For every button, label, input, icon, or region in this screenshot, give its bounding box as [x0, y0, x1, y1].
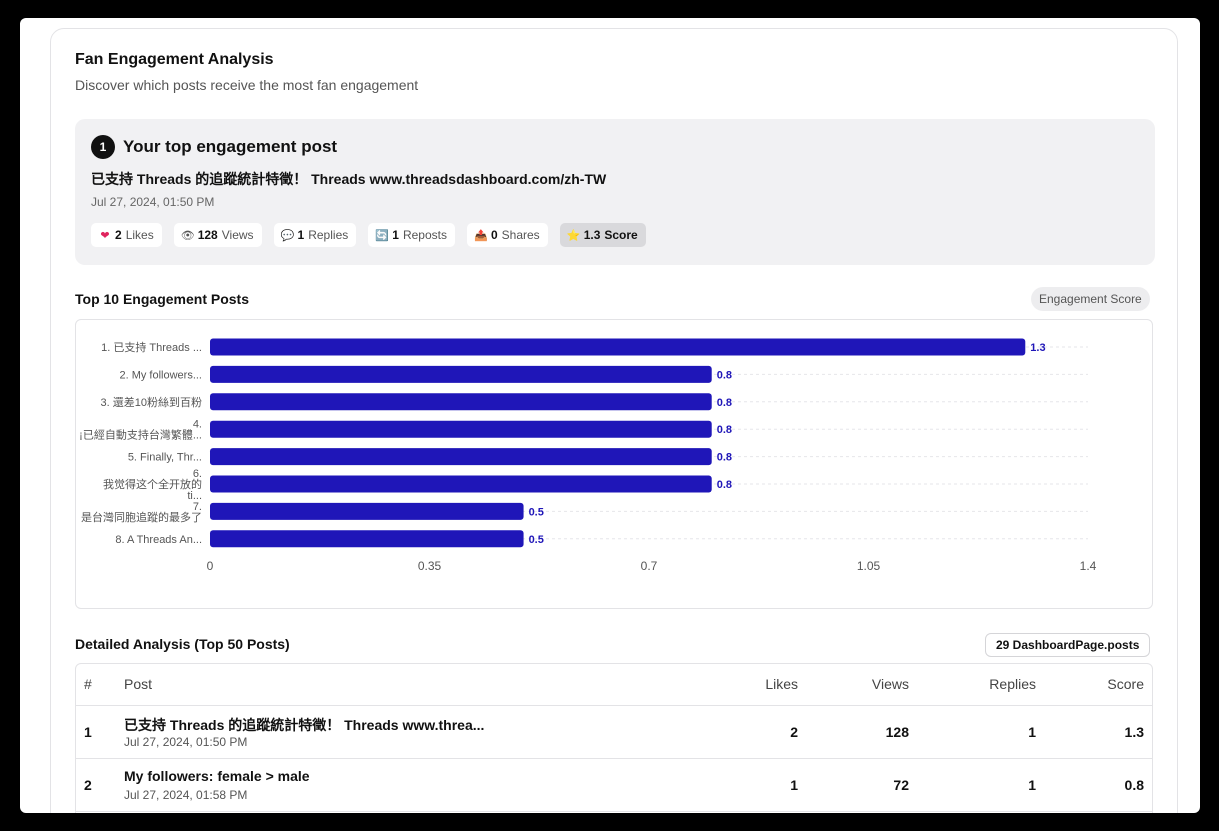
row-post[interactable]: 已支持 Threads 的追蹤統計特徵！ Threads www.threa..… — [124, 717, 485, 733]
bar-value-label: 0.8 — [717, 479, 732, 491]
card-subtitle: Discover which posts receive the most fa… — [75, 77, 419, 93]
category-label: ti... — [187, 490, 202, 502]
views-chip: 👁 128 Views — [173, 223, 262, 247]
heart-icon: ❤ — [100, 229, 110, 242]
row-date: Jul 27, 2024, 01:58 PM — [124, 788, 248, 802]
row-replies: 1 — [1028, 724, 1036, 740]
shares-value: 0 — [490, 228, 498, 242]
chart-bar[interactable] — [210, 448, 712, 466]
score-chip: ⭐ 1.3 Score — [559, 223, 646, 247]
col-rank: # — [84, 676, 92, 692]
posts-count-pill: 29 DashboardPage.posts — [985, 633, 1151, 657]
row-replies: 1 — [1028, 777, 1036, 793]
x-tick-label: 1.4 — [1080, 559, 1097, 573]
bar-value-label: 0.8 — [717, 369, 732, 381]
card-title: Fan Engagement Analysis — [75, 51, 274, 68]
engagement-score-pill[interactable]: Engagement Score — [1031, 287, 1150, 311]
row-score: 0.8 — [1124, 777, 1144, 793]
chart-bar[interactable] — [210, 530, 524, 548]
row-rank: 1 — [84, 724, 92, 740]
share-icon: 📤 — [474, 229, 488, 242]
category-label: 3. 還差10粉絲到百粉 — [101, 395, 202, 409]
views-label: Views — [221, 228, 254, 242]
col-score[interactable]: Score — [1107, 676, 1144, 692]
shares-label: Shares — [501, 228, 540, 242]
category-label: 我觉得这个全开放的 — [103, 477, 202, 491]
analysis-table: # Post Likes Views Replies Score 1 已支持 T… — [75, 663, 1153, 813]
category-label: ¡已經自動支持台灣繁體... — [79, 428, 202, 442]
table-row[interactable]: 2 My followers: female > male Jul 27, 20… — [76, 759, 1152, 812]
row-views: 128 — [885, 724, 909, 740]
likes-value: 2 — [115, 228, 122, 242]
category-label: 6. — [193, 468, 202, 480]
shares-chip: 📤 0 Shares — [466, 223, 548, 247]
star-icon: ⭐ — [566, 229, 581, 242]
eye-icon: 👁 — [180, 229, 195, 242]
bar-value-label: 0.8 — [717, 424, 732, 436]
col-post: Post — [124, 676, 153, 692]
chart-svg: 1.3 1. 已支持 Threads ... 0.8 2. My followers.… — [79, 338, 1097, 573]
col-likes[interactable]: Likes — [765, 676, 798, 692]
category-label: 是台灣同胞追蹤的最多了 — [81, 510, 202, 524]
views-value: 128 — [197, 228, 218, 242]
chart-bar[interactable] — [210, 338, 1026, 356]
chart-bar[interactable] — [210, 420, 712, 438]
likes-label: Likes — [125, 228, 154, 242]
top-post-heading: Your top engagement post — [123, 137, 338, 156]
row-likes: 2 — [790, 724, 798, 740]
reposts-label: Reposts — [402, 228, 447, 242]
engagement-bar-chart: 1.3 1. 已支持 Threads ... 0.8 2. My followers.… — [75, 319, 1153, 609]
row-score: 1.3 — [1124, 724, 1144, 740]
replies-value: 1 — [297, 228, 305, 242]
col-views[interactable]: Views — [871, 676, 909, 692]
row-date: Jul 27, 2024, 01:50 PM — [124, 735, 248, 749]
bar-value-label: 0.8 — [717, 452, 732, 464]
row-rank: 2 — [84, 777, 92, 793]
top-engagement-panel: 1 Your top engagement post 已支持 Threads 的… — [75, 119, 1155, 265]
col-replies[interactable]: Replies — [989, 676, 1036, 692]
score-value: 1.3 — [583, 228, 601, 242]
score-label: Score — [604, 228, 638, 242]
fan-engagement-card: Fan Engagement Analysis Discover which p… — [50, 28, 1178, 813]
chart-bar[interactable] — [210, 502, 524, 520]
reposts-chip: 🔄 1 Reposts — [368, 223, 455, 247]
bar-value-label: 0.5 — [529, 534, 544, 546]
rank-badge: 1 — [91, 135, 115, 159]
x-tick-label: 0.35 — [418, 559, 442, 573]
chart-bar[interactable] — [210, 393, 712, 411]
replies-chip: 💬 1 Replies — [273, 223, 357, 247]
bar-value-label: 1.3 — [1030, 342, 1045, 354]
x-tick-label: 0.7 — [641, 559, 658, 573]
bar-value-label: 0.8 — [717, 397, 732, 409]
category-label: 5. Finally, Thr... — [128, 452, 202, 464]
category-label: 8. A Threads An... — [115, 534, 202, 546]
chart-section-title: Top 10 Engagement Posts — [75, 291, 249, 307]
reposts-value: 1 — [392, 228, 399, 242]
app-frame: Fan Engagement Analysis Discover which p… — [20, 18, 1200, 813]
stat-chips: ❤ 2 Likes 👁 128 Views 💬 1 Replies 🔄 1 — [91, 223, 646, 247]
table-row[interactable]: 1 已支持 Threads 的追蹤統計特徵！ Threads www.threa… — [76, 706, 1152, 759]
category-label: 7. — [193, 501, 202, 513]
chart-bar[interactable] — [210, 365, 712, 383]
top-post-text[interactable]: 已支持 Threads 的追蹤統計特徵！ Threads www.threads… — [91, 171, 607, 187]
table-header: # Post Likes Views Replies Score — [76, 664, 1152, 706]
x-tick-label: 1.05 — [857, 559, 881, 573]
speech-bubble-icon: 💬 — [280, 229, 295, 242]
x-tick-label: 0 — [207, 559, 214, 573]
category-label: 4. — [193, 419, 202, 431]
category-label: 2. My followers... — [119, 369, 202, 381]
bar-value-label: 0.5 — [529, 506, 544, 518]
row-views: 72 — [893, 777, 909, 793]
chart-bar[interactable] — [210, 475, 712, 493]
row-likes: 1 — [790, 777, 798, 793]
replies-label: Replies — [308, 228, 349, 242]
likes-chip: ❤ 2 Likes — [91, 223, 162, 247]
table-section-title: Detailed Analysis (Top 50 Posts) — [75, 636, 290, 652]
repost-icon: 🔄 — [375, 229, 390, 242]
top-post-date: Jul 27, 2024, 01:50 PM — [91, 195, 215, 209]
category-label: 1. 已支持 Threads ... — [101, 340, 202, 354]
row-post[interactable]: My followers: female > male — [124, 768, 310, 784]
